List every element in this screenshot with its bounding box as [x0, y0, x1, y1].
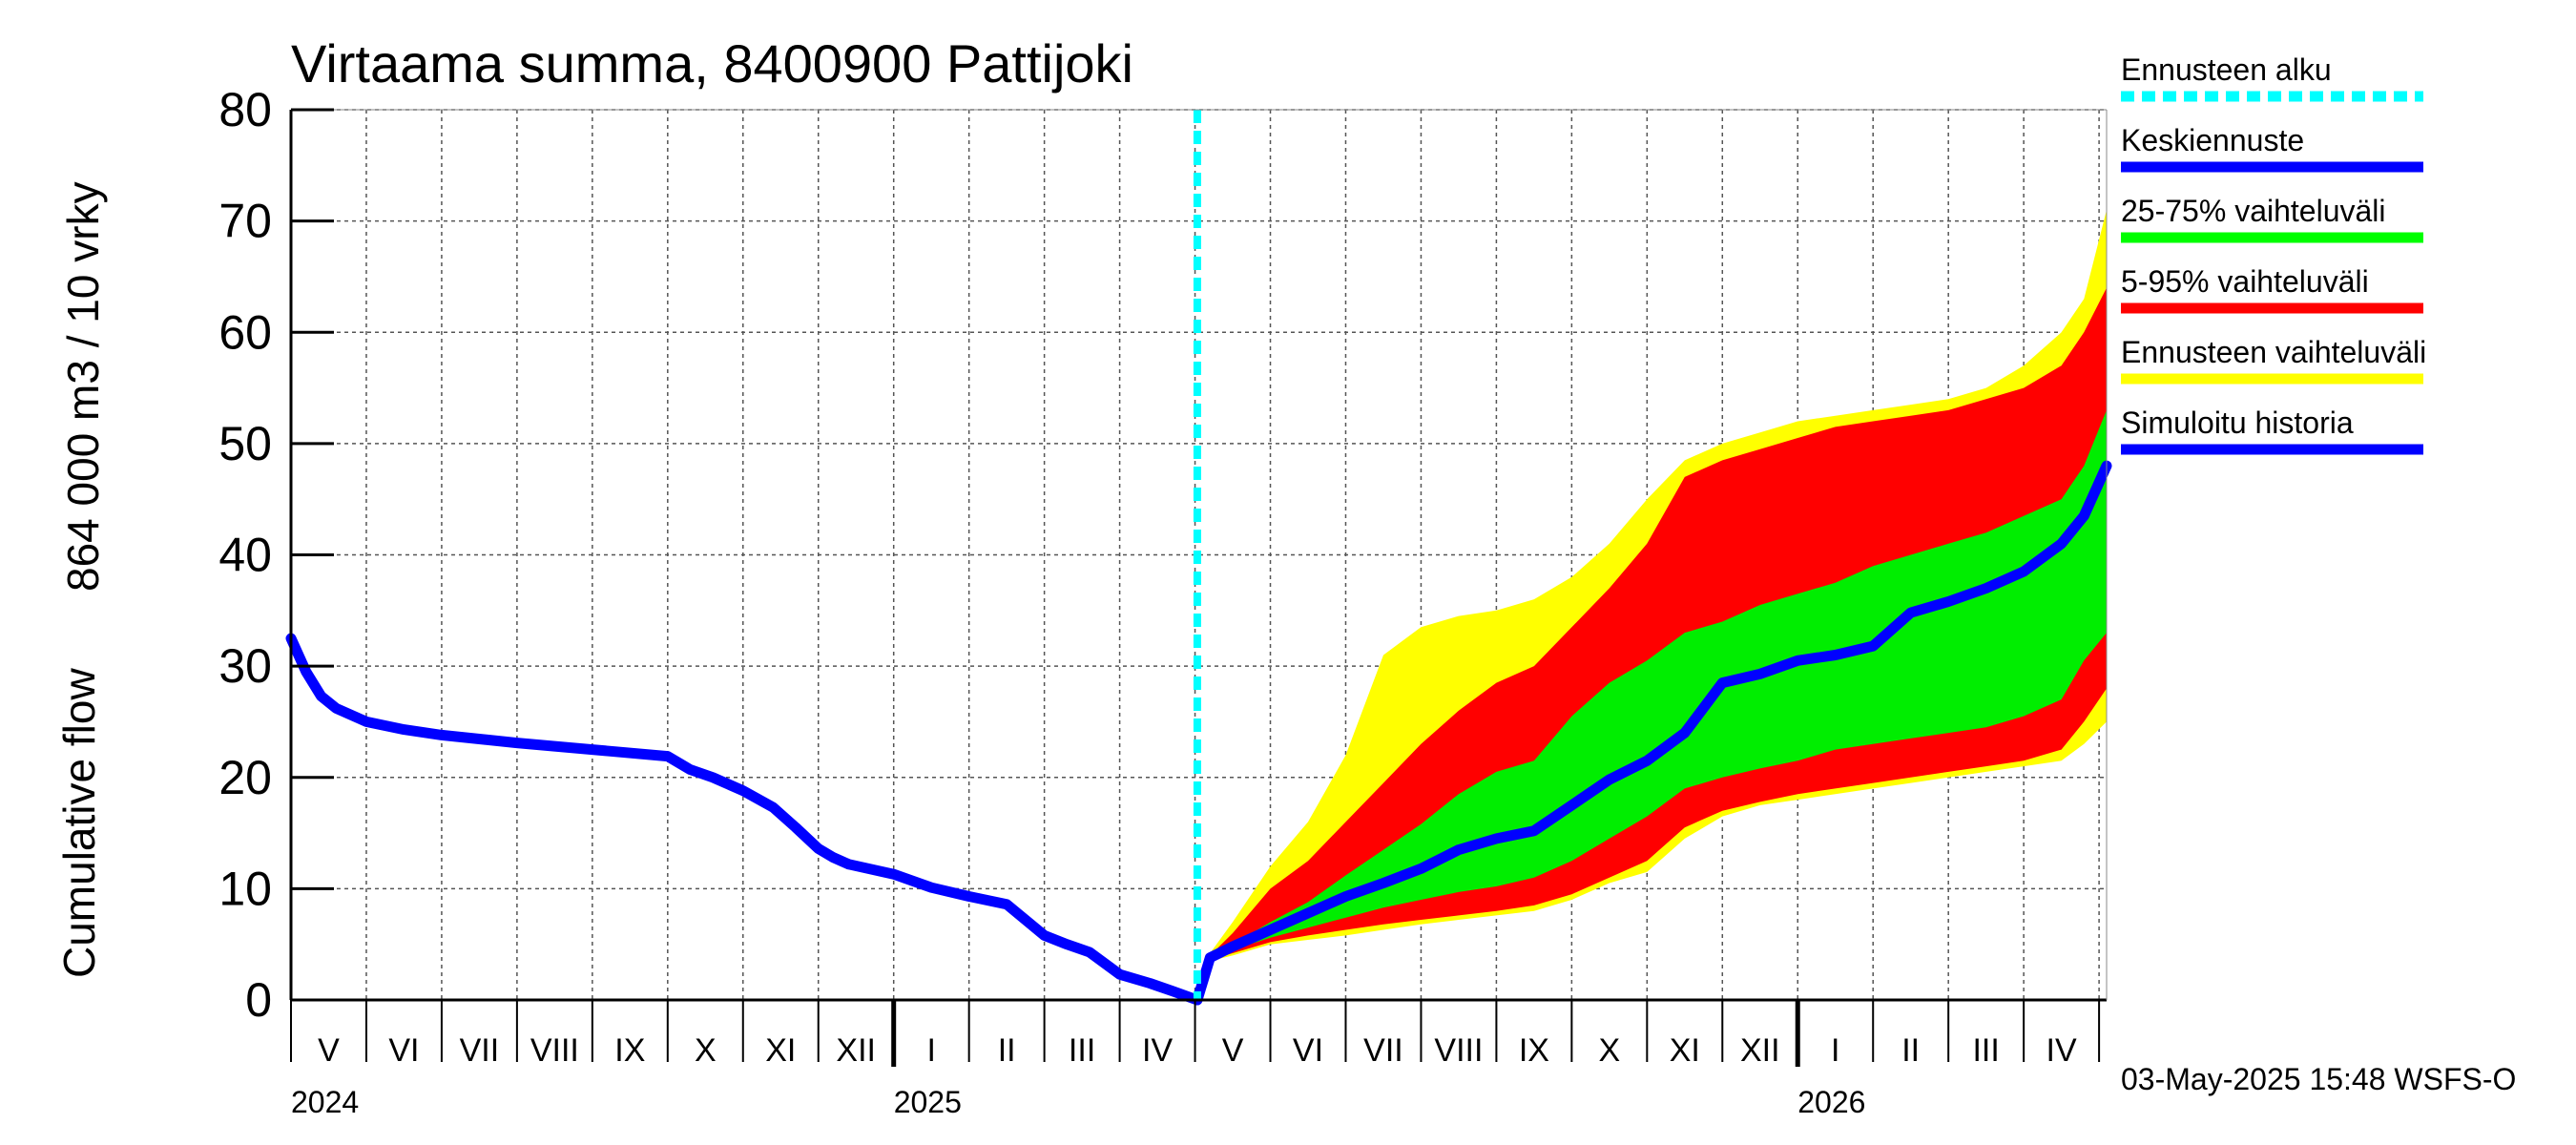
y-tick-label: 50 — [218, 417, 272, 470]
month-label: X — [695, 1032, 717, 1069]
y-axis-ticks: 0 10 20 30 40 50 60 70 80 — [218, 83, 334, 1027]
series-lines — [285, 110, 2112, 1006]
y-tick-label: 10 — [218, 862, 272, 915]
y-axis-label-bottom: Cumulative flow — [54, 668, 104, 978]
month-label: VIII — [530, 1032, 579, 1069]
y-tick-label: 70 — [218, 195, 272, 248]
timestamp-footer: 03-May-2025 15:48 WSFS-O — [2121, 1062, 2516, 1096]
month-label: V — [1222, 1032, 1244, 1069]
y-tick-label: 30 — [218, 639, 272, 693]
legend: Ennusteen alku Keskiennuste 25-75% vaihtel… — [2121, 52, 2426, 455]
x-axis: V VI VII VIII IX X XI XII I II III IV V VI VII VIII IX X X… — [290, 1000, 2101, 1119]
year-label: 2025 — [894, 1085, 962, 1119]
y-tick-label: 80 — [218, 83, 272, 136]
chart-title: Virtaama summa, 8400900 Pattijoki — [291, 33, 1133, 94]
month-label: IX — [1519, 1032, 1549, 1069]
month-label: VII — [460, 1032, 500, 1069]
month-label: III — [1972, 1032, 1999, 1069]
month-label: III — [1069, 1032, 1095, 1069]
month-label: I — [926, 1032, 935, 1069]
month-label: XII — [836, 1032, 876, 1069]
y-axis-label-top: 864 000 m3 / 10 vrky — [58, 181, 108, 592]
legend-label: Ennusteen vaihteluväli — [2121, 335, 2426, 369]
month-label: XI — [1670, 1032, 1700, 1069]
legend-label: 5-95% vaihteluväli — [2121, 264, 2369, 299]
legend-label: Ennusteen alku — [2121, 52, 2332, 87]
month-label: I — [1831, 1032, 1839, 1069]
month-label: II — [998, 1032, 1016, 1069]
month-label: V — [318, 1032, 340, 1069]
forecast-bands — [1196, 210, 2107, 1001]
y-tick-label: 60 — [218, 305, 272, 359]
series-simulated-history — [285, 633, 1203, 1006]
legend-label: 25-75% vaihteluväli — [2121, 194, 2386, 228]
plot-area — [285, 109, 2112, 1006]
y-tick-label: 20 — [218, 751, 272, 804]
month-label: XI — [765, 1032, 796, 1069]
month-label: VI — [1293, 1032, 1323, 1069]
legend-label: Keskiennuste — [2121, 123, 2304, 157]
month-label: VI — [388, 1032, 419, 1069]
band-25-75 — [1196, 409, 2107, 1000]
month-label: IV — [2046, 1032, 2077, 1069]
series-median-forecast — [1192, 460, 2112, 1006]
month-label: X — [1599, 1032, 1621, 1069]
month-label: IV — [1142, 1032, 1173, 1069]
month-label: II — [1901, 1032, 1920, 1069]
year-label: 2026 — [1797, 1085, 1865, 1119]
month-label: IX — [614, 1032, 645, 1069]
y-tick-label: 0 — [245, 973, 272, 1027]
month-label: VII — [1363, 1032, 1403, 1069]
month-label: VIII — [1434, 1032, 1483, 1069]
legend-label: Simuloitu historia — [2121, 406, 2354, 440]
year-label: 2024 — [291, 1085, 359, 1119]
month-label: XII — [1740, 1032, 1780, 1069]
y-tick-label: 40 — [218, 529, 272, 582]
